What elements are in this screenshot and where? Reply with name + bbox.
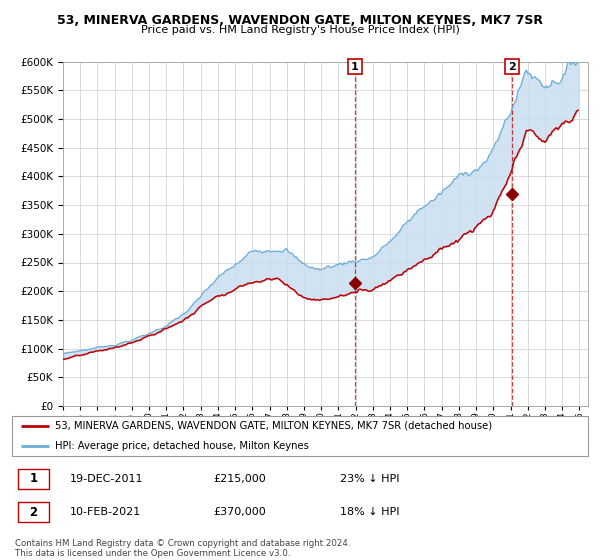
Text: 19-DEC-2011: 19-DEC-2011 (70, 474, 143, 484)
Text: 2: 2 (508, 62, 516, 72)
Text: 1: 1 (351, 62, 359, 72)
Text: 1: 1 (29, 472, 38, 486)
Text: HPI: Average price, detached house, Milton Keynes: HPI: Average price, detached house, Milt… (55, 441, 309, 451)
Text: Contains HM Land Registry data © Crown copyright and database right 2024.
This d: Contains HM Land Registry data © Crown c… (15, 539, 350, 558)
Text: £370,000: £370,000 (214, 507, 266, 517)
Text: £215,000: £215,000 (214, 474, 266, 484)
FancyBboxPatch shape (12, 416, 588, 456)
Text: 53, MINERVA GARDENS, WAVENDON GATE, MILTON KEYNES, MK7 7SR (detached house): 53, MINERVA GARDENS, WAVENDON GATE, MILT… (55, 421, 493, 431)
Text: 10-FEB-2021: 10-FEB-2021 (70, 507, 141, 517)
FancyBboxPatch shape (18, 469, 49, 489)
Text: 53, MINERVA GARDENS, WAVENDON GATE, MILTON KEYNES, MK7 7SR: 53, MINERVA GARDENS, WAVENDON GATE, MILT… (57, 14, 543, 27)
Text: 23% ↓ HPI: 23% ↓ HPI (340, 474, 400, 484)
FancyBboxPatch shape (18, 502, 49, 522)
Text: Price paid vs. HM Land Registry's House Price Index (HPI): Price paid vs. HM Land Registry's House … (140, 25, 460, 35)
Text: 18% ↓ HPI: 18% ↓ HPI (340, 507, 400, 517)
Text: 2: 2 (29, 506, 38, 519)
